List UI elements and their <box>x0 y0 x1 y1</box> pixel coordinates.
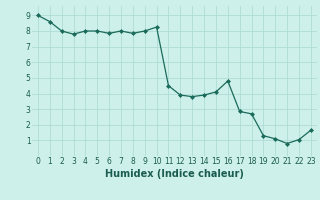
X-axis label: Humidex (Indice chaleur): Humidex (Indice chaleur) <box>105 169 244 179</box>
